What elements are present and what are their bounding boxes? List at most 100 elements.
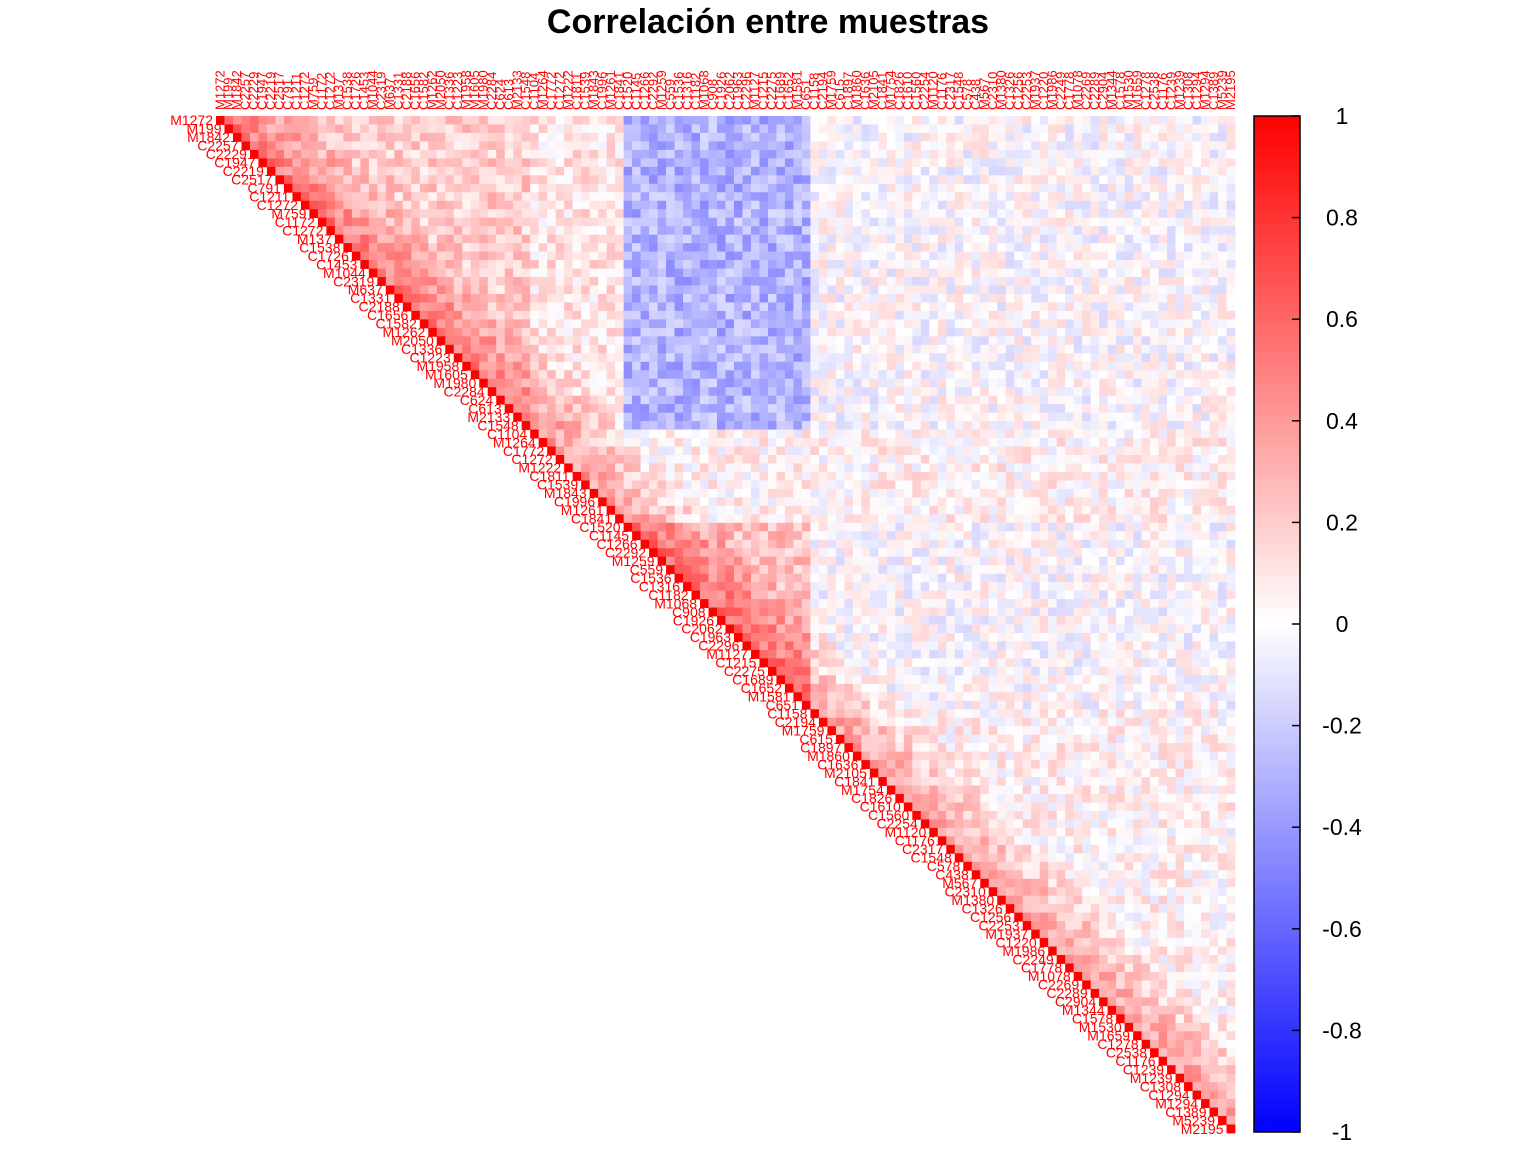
heatmap-cell <box>1141 158 1151 168</box>
heatmap-cell <box>428 268 438 278</box>
heatmap-cell <box>997 285 1007 295</box>
heatmap-cell <box>997 497 1007 507</box>
heatmap-cell <box>971 480 981 490</box>
heatmap-cell <box>852 463 862 473</box>
heatmap-cell <box>309 116 319 125</box>
heatmap-cell <box>513 217 523 227</box>
heatmap-cell <box>1218 209 1227 219</box>
heatmap-cell <box>623 421 633 430</box>
heatmap-cell <box>776 124 786 134</box>
heatmap-cell <box>1090 132 1100 142</box>
heatmap-cell <box>470 149 480 159</box>
heatmap-cell <box>742 429 752 439</box>
heatmap-cell <box>1218 200 1227 210</box>
heatmap-cell <box>725 141 735 151</box>
heatmap-cell <box>666 293 675 303</box>
heatmap-cell <box>411 175 421 185</box>
heatmap-cell <box>598 463 608 473</box>
heatmap-cell <box>504 319 514 329</box>
heatmap-cell <box>920 497 930 507</box>
heatmap-cell <box>937 539 947 549</box>
heatmap-cell <box>895 234 905 244</box>
heatmap-cell <box>844 319 854 329</box>
heatmap-cell <box>521 353 531 363</box>
heatmap-cell <box>564 438 574 447</box>
heatmap-cell <box>784 327 794 337</box>
heatmap-cell <box>1107 124 1117 134</box>
heatmap-cell <box>666 226 675 236</box>
heatmap-cell <box>462 344 472 354</box>
heatmap-cell <box>564 192 574 202</box>
heatmap-cell <box>462 260 472 269</box>
heatmap-cell <box>1175 421 1185 430</box>
heatmap-cell <box>1218 166 1227 176</box>
heatmap-cell <box>487 217 497 227</box>
heatmap-cell <box>674 514 684 524</box>
heatmap-cell <box>683 404 692 414</box>
heatmap-cell <box>487 277 497 286</box>
heatmap-cell <box>1184 302 1193 312</box>
heatmap-cell <box>666 395 675 405</box>
heatmap-cell <box>572 421 582 430</box>
heatmap-cell <box>835 412 845 422</box>
heatmap-cell <box>759 175 769 185</box>
heatmap-cell <box>1218 132 1227 142</box>
heatmap-cell <box>818 175 828 185</box>
heatmap-cell <box>1133 149 1142 159</box>
heatmap-cell <box>827 175 837 185</box>
heatmap-cell <box>997 141 1007 151</box>
heatmap-cell <box>793 336 803 346</box>
heatmap-cell <box>929 404 939 414</box>
heatmap-cell <box>1209 438 1219 447</box>
heatmap-cell <box>810 217 820 227</box>
heatmap-cell <box>929 200 939 210</box>
heatmap-cell <box>929 293 939 303</box>
heatmap-cell <box>419 293 429 303</box>
heatmap-cell <box>1090 260 1100 269</box>
heatmap-cell <box>700 556 709 566</box>
heatmap-cell <box>801 293 811 303</box>
heatmap-cell <box>861 438 871 447</box>
heatmap-cell <box>886 327 896 337</box>
heatmap-cell <box>1124 548 1134 558</box>
heatmap-cell <box>1218 234 1227 244</box>
heatmap-cell <box>980 429 990 439</box>
heatmap-cell <box>419 192 429 202</box>
heatmap-cell <box>895 319 905 329</box>
heatmap-cell <box>903 234 913 244</box>
heatmap-cell <box>691 370 701 380</box>
heatmap-cell <box>479 124 489 134</box>
heatmap-cell <box>394 116 404 125</box>
heatmap-cell <box>1065 209 1075 219</box>
heatmap-cell <box>691 260 701 269</box>
heatmap-cell <box>717 370 726 380</box>
heatmap-cell <box>750 522 760 532</box>
heatmap-cell <box>1099 268 1109 278</box>
heatmap-cell <box>1116 497 1126 507</box>
heatmap-cell <box>912 243 922 253</box>
heatmap-cell <box>717 166 726 176</box>
heatmap-cell <box>878 310 888 320</box>
heatmap-cell <box>1124 209 1134 219</box>
heatmap-cell <box>555 353 565 363</box>
heatmap-cell <box>733 531 743 541</box>
heatmap-cell <box>394 175 404 185</box>
heatmap-cell <box>598 175 608 185</box>
heatmap-cell <box>852 285 862 295</box>
heatmap-cell <box>1150 404 1159 414</box>
heatmap-cell <box>1226 116 1236 125</box>
heatmap-cell <box>683 531 692 541</box>
heatmap-cell <box>1201 132 1210 142</box>
heatmap-cell <box>1175 404 1185 414</box>
heatmap-cell <box>572 260 582 269</box>
heatmap-cell <box>878 158 888 168</box>
heatmap-cell <box>462 149 472 159</box>
heatmap-cell <box>903 556 913 566</box>
heatmap-cell <box>504 344 514 354</box>
heatmap-cell <box>1014 336 1024 346</box>
heatmap-cell <box>487 268 497 278</box>
heatmap-cell <box>759 293 769 303</box>
heatmap-cell <box>937 149 947 159</box>
heatmap-cell <box>564 463 574 473</box>
heatmap-cell <box>1056 183 1066 193</box>
